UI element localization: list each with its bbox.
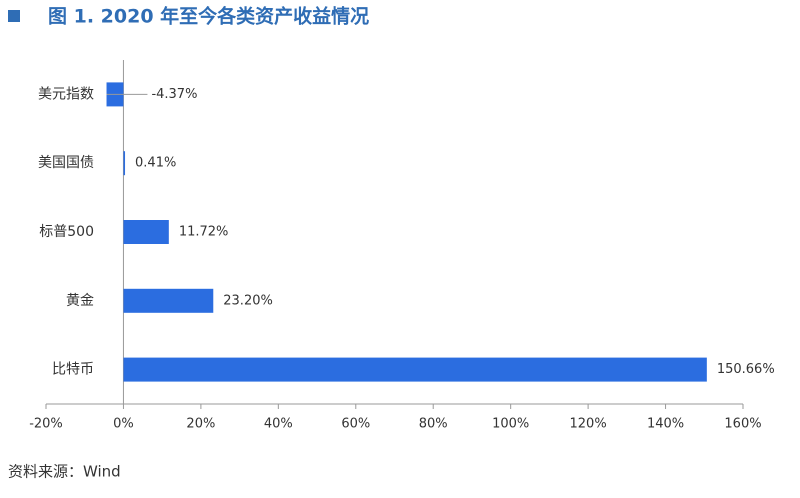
- x-tick-label: -20%: [29, 417, 63, 432]
- bar: [123, 357, 707, 382]
- x-tick-label: 120%: [570, 417, 607, 432]
- x-tick-label: 160%: [724, 417, 761, 432]
- y-tick-label: 比特币: [52, 362, 94, 378]
- bar: [123, 288, 214, 313]
- value-label: 0.41%: [135, 156, 176, 171]
- x-tick-label: 40%: [264, 417, 293, 432]
- source-note: 资料来源：Wind: [8, 463, 121, 481]
- x-tick-label: 60%: [341, 417, 370, 432]
- x-tick-label: 100%: [492, 417, 529, 432]
- y-tick-label: 美元指数: [38, 86, 94, 102]
- bar: [123, 220, 169, 244]
- value-label: 150.66%: [717, 362, 775, 377]
- y-tick-label: 黄金: [66, 292, 94, 309]
- x-tick-label: 20%: [186, 417, 215, 432]
- x-tick-label: 80%: [419, 417, 448, 432]
- y-tick-label: 美国国债: [38, 155, 94, 171]
- value-label: 23.20%: [223, 293, 273, 308]
- value-label: -4.37%: [151, 87, 197, 102]
- x-tick-label: 0%: [113, 417, 134, 432]
- chart-title: 图 1. 2020 年至今各类资产收益情况: [48, 5, 369, 28]
- y-tick-label: 标普500: [39, 224, 94, 240]
- value-label: 11.72%: [179, 225, 229, 240]
- bar: [123, 151, 126, 176]
- title-marker: [8, 10, 20, 22]
- x-tick-label: 140%: [647, 417, 684, 432]
